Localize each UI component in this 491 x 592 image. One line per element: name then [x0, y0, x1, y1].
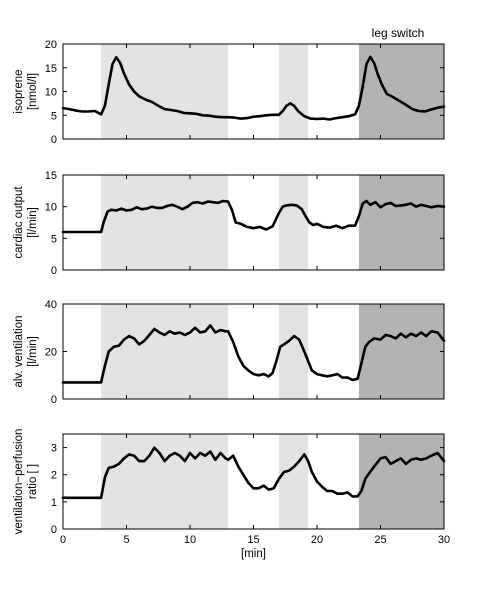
y-axis-title-line: alv. ventilation [13, 315, 25, 387]
y-tick-label: 0 [51, 265, 57, 277]
y-axis-title-line: [nmol/l] [27, 73, 39, 110]
y-tick-label: 15 [45, 63, 57, 75]
y-axis-title: cardiac output [l/min] [13, 186, 39, 259]
shaded-region-light [101, 44, 229, 139]
series-line [61, 55, 446, 121]
shaded-region-dark [358, 175, 444, 270]
y-axis-title-line: isoprene [13, 69, 25, 113]
shaded-region-light [101, 175, 229, 270]
y-axis-title: alv. ventilation [l/min] [13, 315, 39, 387]
y-axis-title-line: ratio [ ] [27, 464, 39, 499]
y-tick-label: 5 [51, 233, 57, 245]
y-tick-label: 1 [51, 497, 57, 509]
y-tick-label: 10 [45, 87, 57, 99]
y-axis-title-line: cardiac output [13, 186, 25, 259]
shaded-region-light [278, 434, 309, 529]
y-axis-title: isoprene [nmol/l] [13, 69, 39, 113]
series-line [61, 324, 446, 384]
y-tick-label: 0 [51, 394, 57, 406]
x-tick-label: 5 [123, 534, 129, 546]
leg-switch-annotation: leg switch [372, 26, 425, 40]
shaded-region-light [278, 175, 309, 270]
y-axis-title-line: ventilation−perfusion [13, 429, 25, 535]
x-tick-label: 0 [60, 534, 66, 546]
y-tick-label: 5 [51, 110, 57, 122]
panel-1: 0 5 10 15 20 isoprene [nmol/l] [13, 39, 446, 146]
y-tick-label: 2 [51, 470, 57, 482]
panel-3: 0 20 40 alv. ventilation [l/min] [13, 299, 446, 406]
x-tick-label: 25 [374, 534, 386, 546]
shaded-region-light [101, 434, 229, 529]
shaded-region-dark [358, 304, 444, 399]
y-tick-label: 0 [51, 134, 57, 146]
x-tick-label: 10 [184, 534, 196, 546]
y-tick-label: 10 [45, 202, 57, 214]
y-axis-title: ventilation−perfusion ratio [ ] [13, 429, 39, 535]
y-axis-title-line: [l/min] [27, 336, 39, 367]
x-axis-title: [min] [241, 548, 266, 560]
y-tick-label: 0 [51, 524, 57, 536]
shaded-region-light [101, 304, 229, 399]
y-tick-label: 40 [45, 299, 57, 311]
y-axis-title-line: [l/min] [27, 207, 39, 238]
y-tick-label: 20 [45, 347, 57, 359]
y-tick-label: 20 [45, 39, 57, 51]
x-tick-label: 20 [311, 534, 323, 546]
shaded-region-dark [358, 434, 444, 529]
y-tick-label: 15 [45, 170, 57, 182]
x-tick-label: 30 [438, 534, 450, 546]
shaded-region-light [278, 44, 309, 139]
panel-2: 0 5 10 15 cardiac output [l/min] [13, 170, 446, 277]
series-line [61, 199, 446, 234]
y-tick-label: 3 [51, 443, 57, 455]
x-tick-label: 15 [247, 534, 259, 546]
series-line [61, 446, 446, 500]
